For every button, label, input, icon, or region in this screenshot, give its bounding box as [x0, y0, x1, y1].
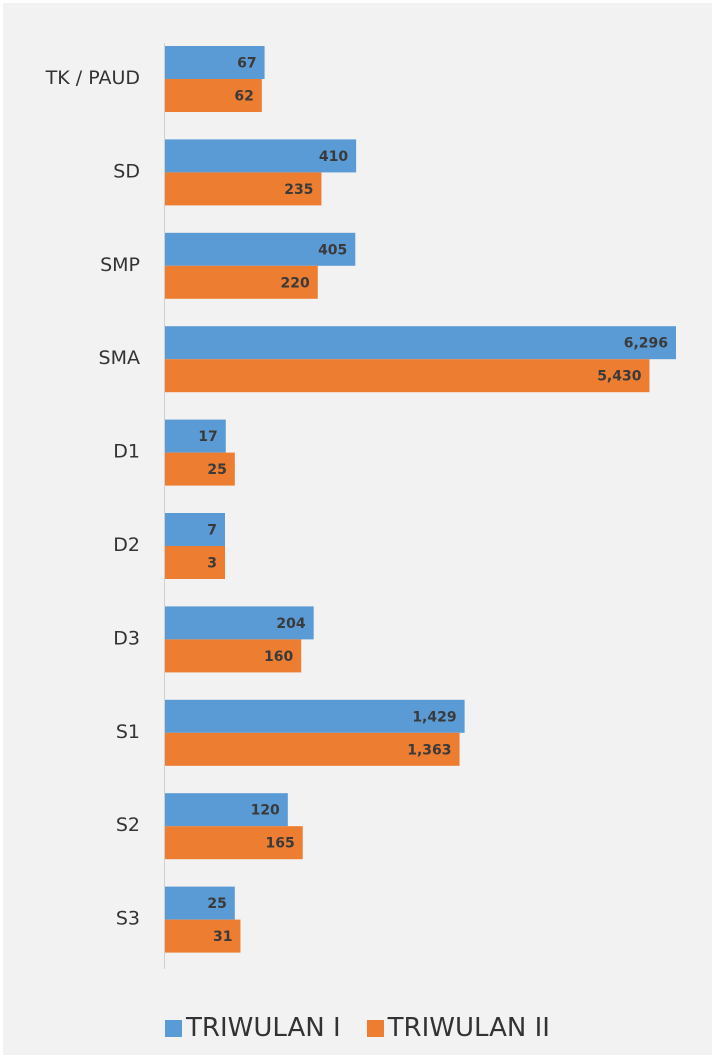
bar-triwulan-1 — [165, 46, 265, 79]
data-label: 120 — [251, 803, 280, 819]
data-label: 204 — [276, 616, 305, 632]
legend-label-triwulan-2: TRIWULAN II — [387, 1013, 550, 1043]
data-label: 1,429 — [412, 709, 456, 725]
bar-triwulan-1 — [165, 793, 288, 827]
bar-triwulan-1 — [165, 513, 225, 546]
category-label: TK / PAUD — [45, 67, 140, 89]
bar-triwulan-1 — [165, 139, 357, 173]
legend: TRIWULAN I TRIWULAN II — [3, 1008, 712, 1048]
legend-swatch-triwulan-2 — [366, 1019, 384, 1037]
bar-triwulan-2 — [165, 732, 460, 766]
legend-label-triwulan-1: TRIWULAN I — [186, 1013, 341, 1043]
category-label: S1 — [116, 721, 140, 743]
bar-triwulan-2 — [165, 172, 322, 206]
data-label: 235 — [284, 182, 313, 198]
category-label: S2 — [116, 814, 140, 836]
bar-triwulan-2 — [165, 639, 302, 673]
data-label: 62 — [234, 89, 253, 105]
data-label: 410 — [319, 149, 348, 165]
bar-triwulan-2 — [165, 359, 650, 393]
data-label: 6,296 — [624, 336, 668, 352]
bar-triwulan-2 — [165, 546, 225, 579]
category-label: SMP — [100, 254, 140, 276]
data-label: 165 — [266, 836, 295, 852]
category-label: D1 — [113, 441, 140, 463]
data-label: 1,363 — [407, 742, 451, 758]
data-label: 220 — [281, 275, 310, 291]
bar-triwulan-2 — [165, 79, 262, 112]
chart-area: TK / PAUD 67 62 SD 410 235 SMP 405 220 SMA 6,296 5,… — [3, 3, 712, 1055]
data-label: 7 — [207, 523, 217, 539]
data-label: 405 — [318, 242, 347, 258]
bar-triwulan-2 — [165, 265, 318, 299]
category-label: S3 — [116, 908, 140, 930]
bar-triwulan-2 — [165, 826, 303, 860]
bar-triwulan-1 — [165, 232, 356, 266]
legend-item-triwulan-2: TRIWULAN II — [366, 1013, 550, 1043]
bar-triwulan-1 — [165, 699, 465, 733]
legend-item-triwulan-1: TRIWULAN I — [165, 1013, 341, 1043]
data-label: 31 — [213, 929, 232, 945]
bar-triwulan-2 — [165, 919, 241, 953]
bar-triwulan-1 — [165, 419, 226, 453]
data-label: 17 — [198, 429, 217, 445]
bar-triwulan-1 — [165, 606, 314, 640]
category-label: D2 — [113, 534, 140, 556]
data-label: 3 — [207, 556, 217, 572]
bar-triwulan-1 — [165, 326, 676, 360]
bar-triwulan-2 — [165, 452, 235, 486]
category-label: SMA — [99, 347, 140, 369]
bar-chart: TK / PAUD 67 62 SD 410 235 SMP 405 220 SMA 6,296 5,… — [45, 43, 676, 969]
category-label: D3 — [113, 627, 140, 649]
category-label: SD — [113, 160, 140, 182]
bar-triwulan-1 — [165, 886, 235, 920]
legend-swatch-triwulan-1 — [165, 1019, 183, 1037]
data-label: 160 — [264, 649, 293, 665]
data-label: 25 — [207, 896, 226, 912]
data-label: 25 — [207, 462, 226, 478]
data-label: 67 — [237, 56, 256, 72]
data-label: 5,430 — [597, 369, 642, 385]
